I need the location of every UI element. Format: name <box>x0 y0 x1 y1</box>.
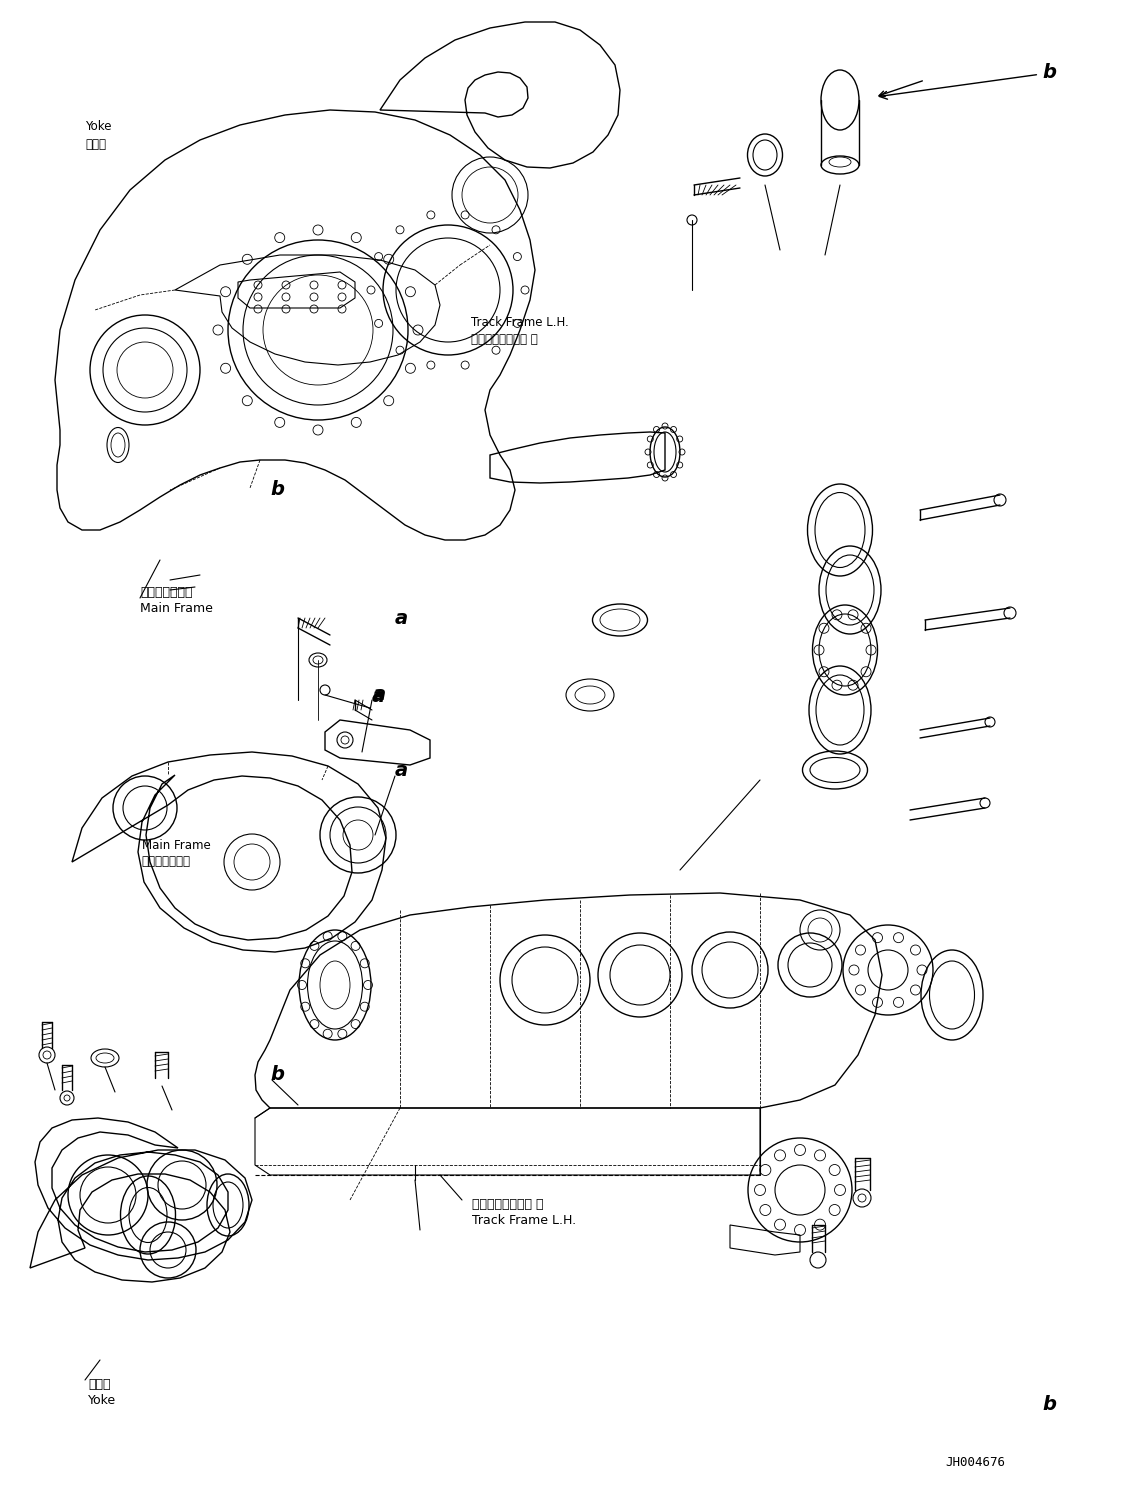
Text: a: a <box>395 610 409 628</box>
Text: a: a <box>372 686 386 704</box>
Text: b: b <box>270 1066 284 1084</box>
Text: トラックフレーム 左: トラックフレーム 左 <box>471 334 538 346</box>
Text: b: b <box>880 64 1056 100</box>
Text: ヨーク: ヨーク <box>89 1379 110 1391</box>
Text: トラックフレーム 左: トラックフレーム 左 <box>472 1199 544 1212</box>
Text: Track Frame L.H.: Track Frame L.H. <box>471 316 569 328</box>
Text: Track Frame L.H.: Track Frame L.H. <box>472 1214 577 1227</box>
Text: メインフレーム: メインフレーム <box>140 586 193 599</box>
Text: a: a <box>395 760 409 780</box>
Text: b: b <box>270 480 284 498</box>
Text: Main Frame: Main Frame <box>142 839 211 851</box>
Text: Yoke: Yoke <box>85 121 111 133</box>
Text: a: a <box>372 686 385 705</box>
Text: ヨーク: ヨーク <box>85 139 107 151</box>
Text: メインフレーム: メインフレーム <box>142 856 191 868</box>
Text: b: b <box>1042 1396 1056 1413</box>
Text: Main Frame: Main Frame <box>140 601 213 614</box>
Text: Yoke: Yoke <box>89 1394 116 1406</box>
Text: JH004676: JH004676 <box>945 1455 1004 1469</box>
